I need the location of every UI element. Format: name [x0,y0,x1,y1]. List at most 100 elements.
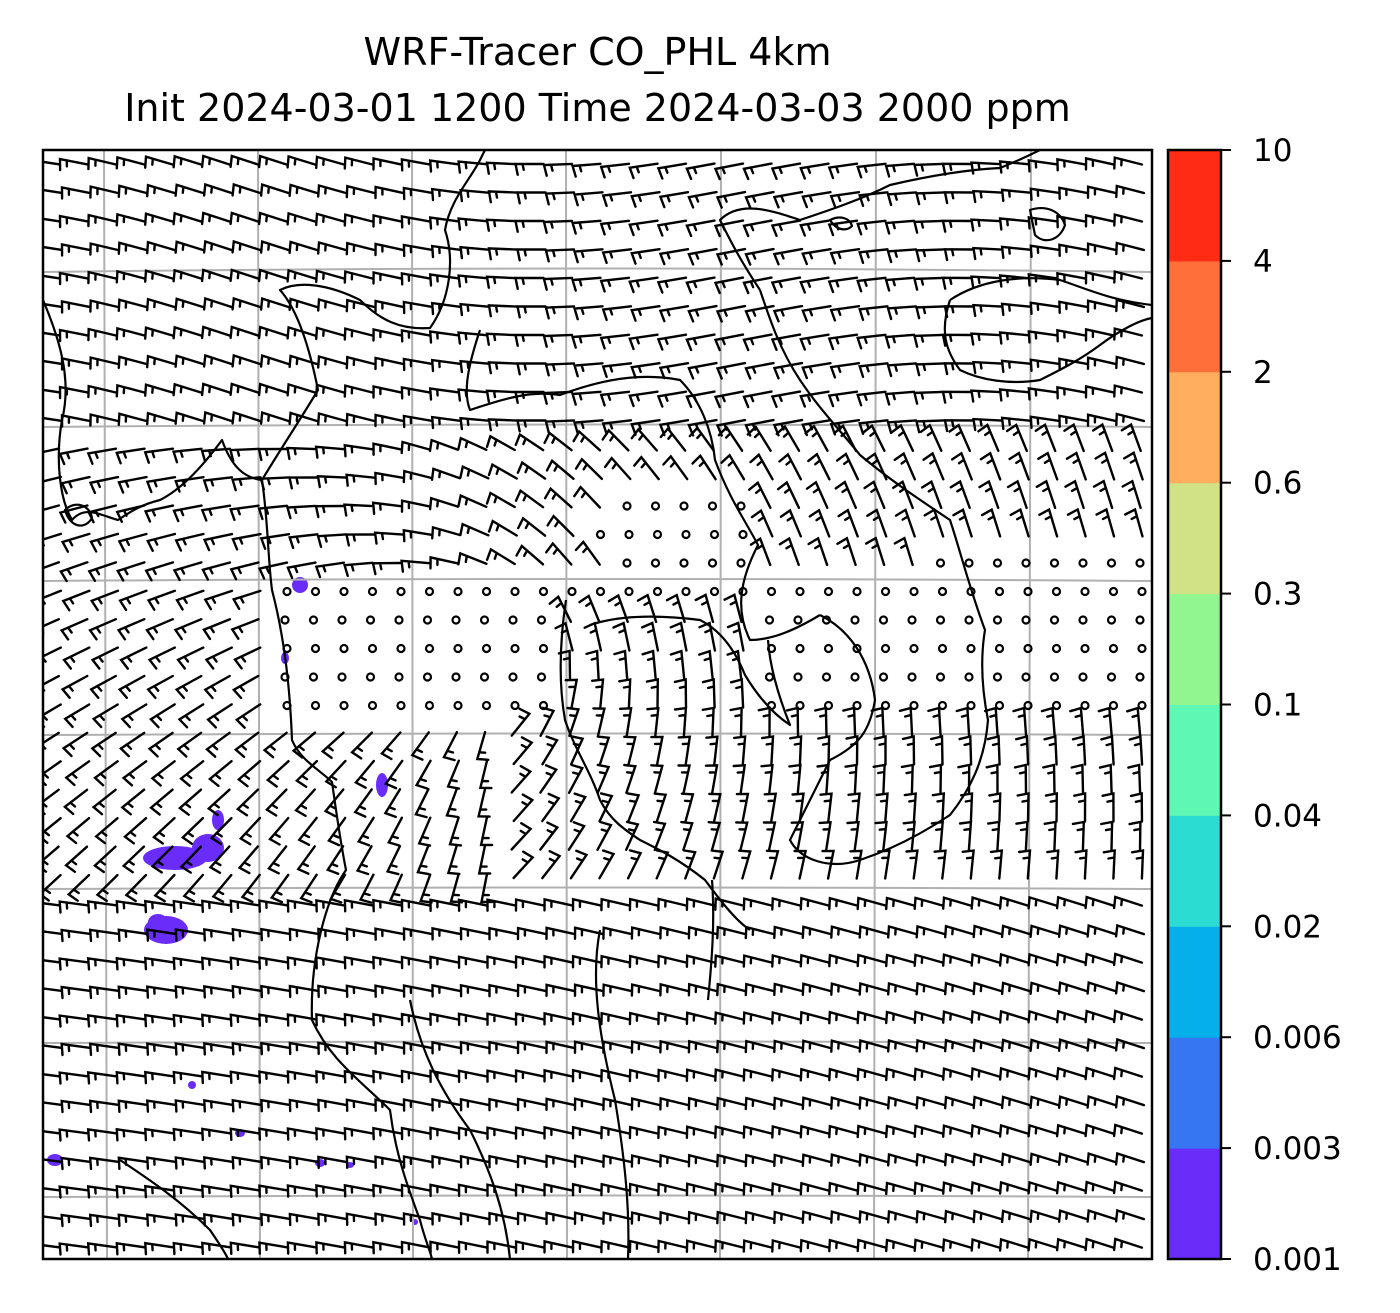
wind-barb [486,1069,517,1083]
wind-barb [117,298,148,312]
wind-barb [60,357,91,371]
wind-barb [487,418,519,432]
wind-barb-calm [964,672,974,682]
wind-barb-calm [966,586,976,597]
wind-barb [687,1096,718,1111]
wind-barb [930,820,945,852]
wind-barb [566,706,581,738]
wind-barb [630,248,661,265]
wind-barb [1006,479,1028,510]
wind-barb [858,191,889,207]
wind-barb [86,1242,118,1256]
wind-barb [231,182,262,197]
wind-barb [374,927,405,941]
wind-barb [358,873,375,904]
wind-barb [86,1128,118,1142]
wind-barb [894,508,916,538]
wind-barb [886,248,918,264]
wind-barb-calm [481,586,492,597]
wind-barb [944,1095,975,1110]
wind-barb [1027,159,1058,173]
wind-barb [1015,734,1030,766]
wind-barb [942,1010,973,1024]
wind-barb-calm [510,586,520,597]
wind-barb [61,731,89,758]
wind-barb [315,1012,346,1027]
wind-barb [387,816,404,847]
wind-barb [257,382,289,397]
wind-barb [459,1097,490,1112]
wind-barb [872,763,886,795]
wind-barb [203,674,231,700]
wind-barb [182,873,204,903]
wind-barb [1055,1009,1087,1024]
wind-barb-calm [764,672,775,682]
wind-barb [429,555,460,570]
wind-barb [948,423,971,452]
wind-barb [942,1124,973,1138]
wind-barb [1000,188,1032,203]
wind-barb [1069,706,1085,738]
wind-barb [913,1010,944,1024]
wind-barb [685,390,716,409]
wind-barb [383,788,402,819]
wind-barb [1086,185,1117,199]
wind-barb [830,1039,861,1053]
wind-barb [231,927,262,942]
wind-barb [343,1183,374,1198]
wind-barb [372,271,403,285]
wind-barb [821,849,835,880]
wind-barb [146,1156,177,1170]
wind-barb [457,1012,488,1026]
wind-barb [659,426,687,452]
wind-barb [457,160,488,174]
colorbar-band [1168,260,1221,373]
wind-barb [372,1126,403,1141]
wind-barb [299,873,318,904]
wind-barb [1112,1123,1144,1138]
wind-barb [770,162,802,180]
wind-barb [286,561,317,580]
wind-barb [257,561,289,580]
wind-barb [89,589,120,612]
wind-barb-calm [823,700,834,711]
wind-barb [459,464,490,480]
wind-barb [1055,952,1087,967]
wind-barb [1114,1208,1146,1223]
wind-barb [172,325,203,340]
wind-barb [93,845,117,874]
wind-barb [459,302,490,317]
wind-barb [793,849,808,880]
wind-barb [115,269,146,284]
wind-barb [459,522,490,537]
wind-barb [830,925,861,939]
wind-barb [989,849,1004,880]
wind-barb [771,1238,802,1253]
wind-barb [1057,1209,1089,1223]
wind-barb-calm [795,700,805,711]
wind-barb-calm [738,529,748,540]
tracer-patch [188,1081,196,1089]
wind-barb [372,328,403,342]
wind-barb [229,1241,260,1255]
wind-barb-calm [1106,615,1117,625]
wind-barb-calm [481,643,492,654]
wind-barb [567,763,585,794]
wind-barb [858,925,889,939]
wind-barb [1055,1066,1087,1081]
wind-barb [856,1238,887,1253]
wind-barb [86,447,118,465]
wind-barb-calm [823,643,834,654]
wind-barb [913,1067,944,1081]
wind-barb-calm [1078,615,1088,625]
wind-barb [43,1101,63,1106]
wind-barb-calm [1023,586,1033,597]
wind-barb [943,419,975,433]
wind-barb [761,735,775,766]
wind-barb [978,479,1000,510]
wind-barb [887,1152,918,1167]
wind-barb [744,304,775,323]
wind-barb [488,1040,519,1055]
wind-barb [43,302,63,308]
wind-barb [143,504,175,523]
